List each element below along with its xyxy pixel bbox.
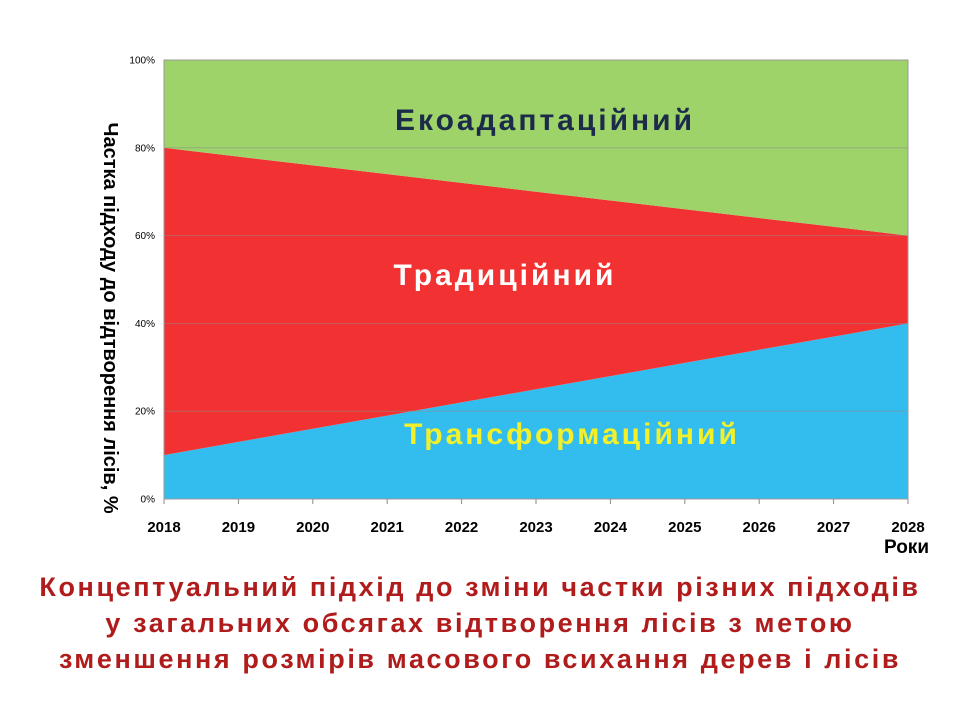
x-tick-label: 2027	[817, 519, 850, 536]
y-axis-label: Частка підходу до відтворення лісів, %	[99, 122, 121, 513]
x-tick-label: 2025	[668, 519, 701, 536]
y-tick-label: 60%	[135, 231, 155, 242]
series-labels: Трансформаційний Традиційний Екоадаптаційн…	[394, 104, 740, 451]
y-tick-label: 80%	[135, 143, 155, 154]
y-tick-label: 100%	[129, 56, 155, 67]
x-tick-label: 2019	[222, 519, 255, 536]
x-tick-label: 2028	[891, 519, 924, 536]
x-tick-label: 2020	[296, 519, 329, 536]
x-tick-label: 2024	[594, 519, 628, 536]
x-tick-labels: 2018 2019 2020 2021 2022 2023 2024 2025 2026 2027…	[147, 519, 924, 536]
series-label: Екоадаптаційний	[395, 104, 695, 137]
y-tick-label: 0%	[141, 495, 156, 506]
caption-line-3: зменшення розмірів масового всихання дер…	[58, 644, 902, 674]
x-axis-label: Роки	[884, 537, 929, 558]
caption-line-2: у загальних обсягах відтворення лісів з …	[105, 608, 855, 638]
area-series-2	[164, 147, 908, 456]
chart-caption: Концептуальний підхід до зміни частки рі…	[0, 569, 960, 677]
y-tick-labels: 0% 20% 40% 60% 80% 100%	[129, 56, 155, 506]
plot-border	[163, 59, 909, 500]
x-tick-label: 2022	[445, 519, 478, 536]
y-tick-label: 20%	[135, 407, 155, 418]
x-tick-label: 2023	[519, 519, 552, 536]
x-tick-label: 2021	[371, 519, 404, 536]
x-tick-label: 2018	[147, 519, 180, 536]
x-tick-label: 2026	[743, 519, 776, 536]
gridlines	[163, 147, 909, 504]
caption-line-1: Концептуальний підхід до зміни частки рі…	[39, 572, 921, 602]
series-label: Традиційний	[394, 259, 617, 292]
series-label: Трансформаційний	[404, 418, 740, 451]
stacked-area-chart: 0%20%40%60%80%100% 2018 2019 2020 2021 2022 2…	[99, 56, 929, 559]
y-tick-label: 40%	[135, 319, 155, 330]
area-series-group	[164, 60, 908, 499]
